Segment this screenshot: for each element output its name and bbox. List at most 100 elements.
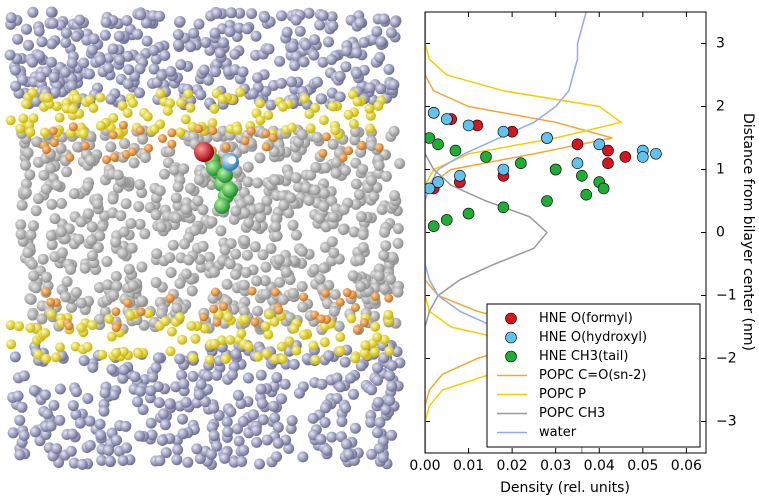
atom bbox=[109, 131, 118, 140]
x-tick-label: 0.01 bbox=[453, 458, 484, 474]
atom bbox=[276, 78, 287, 89]
atom bbox=[49, 72, 60, 83]
atom bbox=[31, 282, 42, 293]
atom bbox=[25, 323, 35, 333]
atom bbox=[115, 210, 126, 221]
atom bbox=[299, 330, 309, 340]
atom bbox=[111, 271, 122, 282]
atom bbox=[257, 398, 268, 409]
atom bbox=[89, 33, 100, 44]
atom bbox=[60, 291, 71, 302]
atom bbox=[129, 157, 140, 168]
atom bbox=[330, 125, 340, 135]
data-point bbox=[541, 196, 552, 207]
atom bbox=[379, 283, 390, 294]
atom bbox=[227, 369, 238, 380]
atom bbox=[354, 255, 365, 266]
atom bbox=[274, 254, 285, 265]
atom bbox=[243, 217, 254, 228]
atom bbox=[65, 264, 76, 275]
atom bbox=[346, 313, 356, 323]
atom bbox=[316, 434, 327, 445]
atom bbox=[219, 453, 230, 464]
atom bbox=[354, 189, 365, 200]
atom bbox=[328, 139, 339, 150]
atom bbox=[281, 267, 292, 278]
atom bbox=[123, 64, 134, 75]
atom bbox=[95, 55, 106, 66]
atom bbox=[191, 443, 202, 454]
atom bbox=[261, 289, 272, 300]
atom bbox=[210, 339, 220, 349]
atom bbox=[65, 322, 74, 331]
legend-label: HNE CH3(tail) bbox=[539, 349, 628, 364]
atom bbox=[322, 445, 333, 456]
atom bbox=[295, 26, 306, 37]
atom bbox=[156, 222, 167, 233]
atom bbox=[335, 381, 346, 392]
atom bbox=[196, 379, 207, 390]
atom bbox=[185, 41, 196, 52]
atom bbox=[370, 322, 380, 332]
atom bbox=[85, 440, 96, 451]
atom bbox=[147, 372, 158, 383]
atom bbox=[29, 385, 40, 396]
atom bbox=[45, 163, 56, 174]
atom bbox=[200, 37, 211, 48]
atom bbox=[108, 113, 118, 123]
atom bbox=[10, 81, 21, 92]
atom bbox=[243, 162, 254, 173]
atom bbox=[327, 236, 338, 247]
atom bbox=[83, 342, 93, 352]
atom bbox=[269, 133, 278, 142]
atom bbox=[328, 102, 338, 112]
atom bbox=[158, 134, 167, 143]
atom bbox=[134, 87, 145, 98]
atom bbox=[212, 318, 221, 327]
atom bbox=[114, 31, 125, 42]
atom bbox=[356, 211, 367, 222]
atom bbox=[128, 98, 138, 108]
atom bbox=[134, 349, 144, 359]
atom bbox=[175, 127, 185, 137]
atom bbox=[252, 306, 263, 317]
atom bbox=[358, 229, 369, 240]
atom bbox=[143, 112, 153, 122]
atom bbox=[175, 59, 186, 70]
atom bbox=[194, 389, 205, 400]
atom bbox=[148, 45, 159, 56]
atom bbox=[23, 40, 34, 51]
atom bbox=[254, 459, 265, 470]
atom bbox=[244, 195, 255, 206]
atom bbox=[243, 373, 254, 384]
atom bbox=[351, 303, 360, 312]
atom bbox=[372, 362, 383, 373]
atom bbox=[68, 104, 78, 114]
atom bbox=[128, 280, 139, 291]
atom bbox=[78, 58, 89, 69]
atom bbox=[291, 15, 302, 26]
atom bbox=[51, 352, 61, 362]
atom bbox=[335, 91, 346, 102]
atom bbox=[373, 101, 383, 111]
atom bbox=[297, 451, 308, 462]
atom bbox=[300, 94, 310, 104]
atom bbox=[120, 421, 131, 432]
atom bbox=[37, 36, 48, 47]
atom bbox=[378, 452, 389, 463]
atom bbox=[248, 287, 257, 296]
atom bbox=[386, 27, 397, 38]
atom bbox=[373, 397, 384, 408]
membrane-rendering bbox=[5, 7, 406, 470]
atom bbox=[393, 223, 404, 234]
atom bbox=[132, 29, 143, 40]
atom bbox=[103, 63, 114, 74]
atom bbox=[314, 20, 325, 31]
y-tick-label: −1 bbox=[716, 288, 737, 304]
atom bbox=[136, 126, 145, 135]
atom bbox=[171, 303, 182, 314]
atom bbox=[16, 229, 27, 240]
atom bbox=[353, 325, 362, 334]
atom bbox=[384, 370, 395, 381]
atom bbox=[194, 174, 205, 185]
